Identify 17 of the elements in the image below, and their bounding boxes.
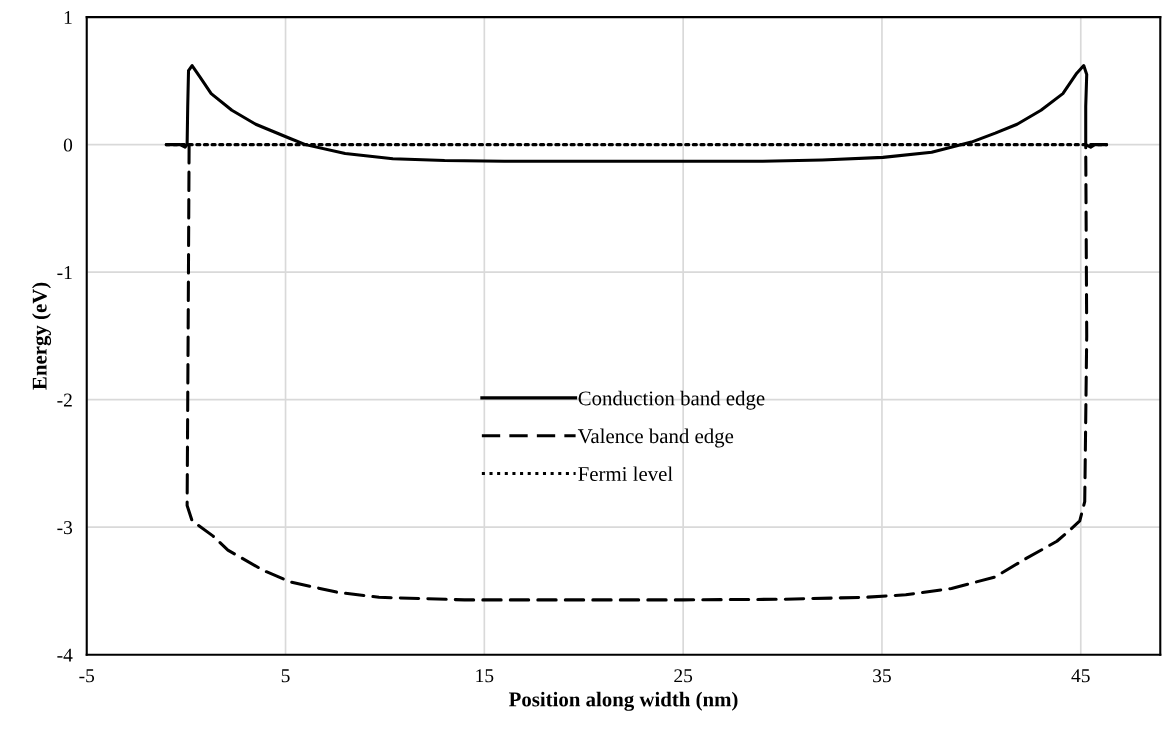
- x-tick-label: -5: [79, 669, 95, 683]
- legend-label: Valence band edge: [577, 428, 734, 448]
- x-tick-label: 45: [1071, 669, 1090, 683]
- x-tick-label: 25: [674, 669, 693, 683]
- y-tick-label: 0: [63, 138, 73, 152]
- y-tick-label: -3: [57, 521, 73, 535]
- y-axis-title: Energy (eV): [32, 282, 52, 390]
- legend-label: Conduction band edge: [578, 390, 765, 410]
- y-tick-label: -1: [57, 266, 72, 279]
- legend-label: Fermi level: [578, 466, 673, 482]
- y-tick-label: -2: [57, 393, 72, 407]
- x-tick-label: 5: [281, 669, 290, 683]
- x-axis-title: Position along width (nm): [508, 691, 738, 711]
- y-tick-label: -4: [57, 648, 73, 662]
- y-tick-label: 1: [64, 11, 72, 24]
- x-tick-label: 15: [476, 669, 494, 683]
- x-tick-label: 35: [873, 669, 891, 683]
